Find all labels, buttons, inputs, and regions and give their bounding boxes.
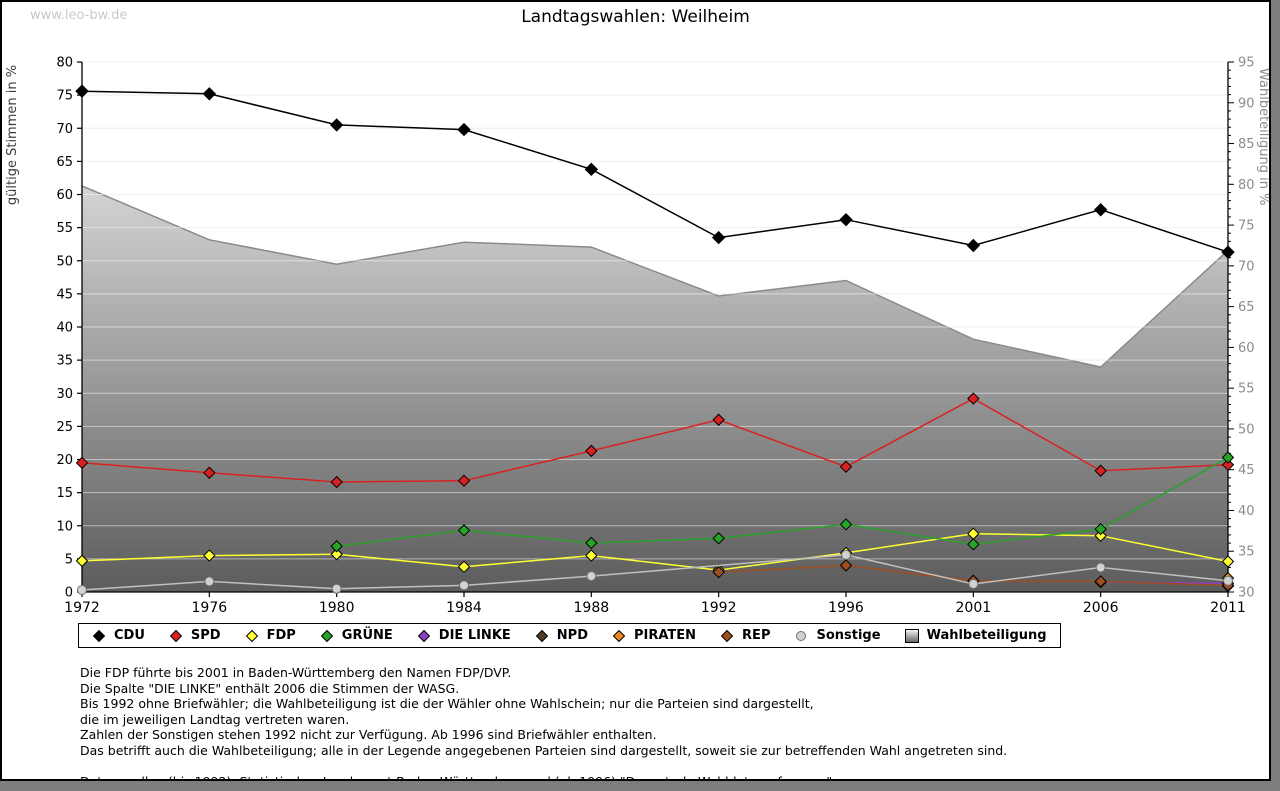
circle-marker-icon <box>796 630 807 641</box>
left-tick-label: 45 <box>56 287 73 302</box>
legend-item-CDU: CDU <box>92 628 145 643</box>
left-axis: 0 5 10 15 20 25 30 35 40 45 50 55 60 65 70 75 80 gültige … <box>5 56 82 601</box>
diamond-marker-icon <box>92 629 106 642</box>
legend-item-GRÜNE: GRÜNE <box>320 628 393 643</box>
x-axis: 1972 1976 1980 1984 1988 1992 1996 2001 2006 2011 <box>64 592 1246 616</box>
x-tick-label: 2006 <box>1083 600 1119 616</box>
left-tick-label: 20 <box>56 453 73 468</box>
right-tick-label: 40 <box>1238 504 1255 519</box>
right-tick-label: 70 <box>1238 259 1255 274</box>
diamond-marker-icon <box>612 629 626 642</box>
legend-item-FDP: FDP <box>245 628 296 643</box>
left-tick-label: 25 <box>56 420 73 435</box>
turnout-line <box>81 185 1229 368</box>
left-tick-label: 65 <box>56 155 73 170</box>
legend-item-Sonstige: Sonstige <box>794 628 881 643</box>
x-tick-label: 2011 <box>1210 600 1246 616</box>
x-tick-label: 1980 <box>319 600 355 616</box>
legend-label: SPD <box>190 628 221 643</box>
right-tick-label: 95 <box>1238 56 1255 71</box>
diamond-marker-icon <box>417 629 430 642</box>
diamond-marker-icon <box>535 629 548 642</box>
left-tick-label: 15 <box>56 486 73 501</box>
legend-label: REP <box>742 628 771 643</box>
right-axis-title: Wahlbeteiligung in % <box>1256 68 1269 205</box>
legend-label: DIE LINKE <box>438 628 511 643</box>
legend-label: Sonstige <box>816 628 881 643</box>
x-tick-label: 1988 <box>574 600 610 616</box>
left-axis-title: gültige Stimmen in % <box>5 65 20 205</box>
legend-label: CDU <box>114 628 145 643</box>
footnote-line: Bis 1992 ohne Briefwähler; die Wahlbetei… <box>80 696 814 712</box>
left-tick-label: 5 <box>65 552 73 567</box>
election-line-chart: 0 5 10 15 20 25 30 35 40 45 50 55 60 65 70 75 80 gültige … <box>5 56 1269 617</box>
series-Sonstige <box>77 549 1233 596</box>
left-tick-label: 55 <box>56 221 73 236</box>
diamond-marker-icon <box>320 629 333 642</box>
turnout-area <box>82 185 1228 592</box>
right-tick-label: 45 <box>1238 463 1255 478</box>
legend-label: Wahlbeteiligung <box>926 628 1047 643</box>
x-tick-label: 1996 <box>828 600 864 616</box>
legend-label: NPD <box>556 628 588 643</box>
diamond-marker-icon <box>169 629 183 642</box>
legend-item-SPD: SPD <box>169 628 221 643</box>
right-tick-label: 85 <box>1238 137 1255 152</box>
x-tick-label: 1972 <box>64 600 100 616</box>
footnote-line: Die FDP führte bis 2001 in Baden-Württem… <box>80 665 512 680</box>
left-tick-label: 0 <box>65 586 73 601</box>
footnote-line: die im jeweiligen Landtag vertreten ware… <box>80 711 350 727</box>
left-tick-label: 50 <box>56 254 73 269</box>
right-tick-label: 30 <box>1238 586 1255 601</box>
footnote-line: Das betrifft auch die Wahlbeteiligung; a… <box>80 742 1008 758</box>
right-tick-label: 35 <box>1238 545 1255 560</box>
legend-label: GRÜNE <box>341 628 393 643</box>
footnotes: Die FDP führte bis 2001 in Baden-Württem… <box>80 665 1008 779</box>
legend-item-PIRATEN: PIRATEN <box>612 628 696 643</box>
right-tick-label: 65 <box>1238 300 1255 315</box>
footnote-line: Zahlen der Sonstigen stehen 1992 nicht z… <box>80 727 657 743</box>
right-tick-label: 90 <box>1238 96 1255 111</box>
legend-label: PIRATEN <box>633 628 697 643</box>
right-tick-label: 55 <box>1238 382 1255 397</box>
left-tick-label: 35 <box>56 354 73 369</box>
page-title: Landtagswahlen: Weilheim <box>521 7 750 27</box>
legend-item-Wahlbeteiligung: Wahlbeteiligung <box>904 628 1047 643</box>
legend-item-REP: REP <box>720 628 770 643</box>
right-tick-label: 60 <box>1238 341 1255 356</box>
left-tick-label: 60 <box>56 188 73 203</box>
x-tick-label: 1992 <box>701 600 737 616</box>
legend-item-NPD: NPD <box>535 628 588 643</box>
turnout-swatch-icon <box>904 628 919 643</box>
left-tick-label: 10 <box>56 519 73 534</box>
left-tick-label: 70 <box>56 122 73 137</box>
footnote-line: Datenquellen (bis 1992): Statistisches L… <box>80 774 1007 779</box>
series-CDU <box>75 84 1235 259</box>
series-SPD <box>75 392 1235 489</box>
left-tick-label: 75 <box>56 89 73 104</box>
site-watermark: www.leo-bw.de <box>30 8 128 23</box>
x-tick-label: 1984 <box>446 600 482 616</box>
footnote-spacer <box>80 759 1007 775</box>
gridlines-overlay <box>82 61 1228 560</box>
right-tick-label: 80 <box>1238 178 1255 193</box>
right-tick-label: 50 <box>1238 422 1255 437</box>
left-tick-label: 80 <box>56 56 73 71</box>
diamond-marker-icon <box>245 629 258 642</box>
x-tick-label: 1976 <box>192 600 228 616</box>
diamond-marker-icon <box>720 629 734 642</box>
x-tick-label: 2001 <box>956 600 992 616</box>
right-tick-label: 75 <box>1238 219 1255 234</box>
left-tick-label: 40 <box>56 321 73 336</box>
legend-item-DIE LINKE: DIE LINKE <box>417 628 511 643</box>
footnote-line: Die Spalte "DIE LINKE" enthält 2006 die … <box>80 680 460 696</box>
right-axis: 30 35 40 45 50 55 60 65 70 75 80 85 90 95Wahlbeteilig… <box>1228 56 1269 601</box>
legend-label: FDP <box>266 628 296 643</box>
chart-legend: CDU SPD FDP GRÜNE DIE LINKE NPD PIRATEN REP Sons… <box>78 623 1061 648</box>
left-tick-label: 30 <box>56 387 73 402</box>
series-GRÜNE <box>330 451 1235 553</box>
